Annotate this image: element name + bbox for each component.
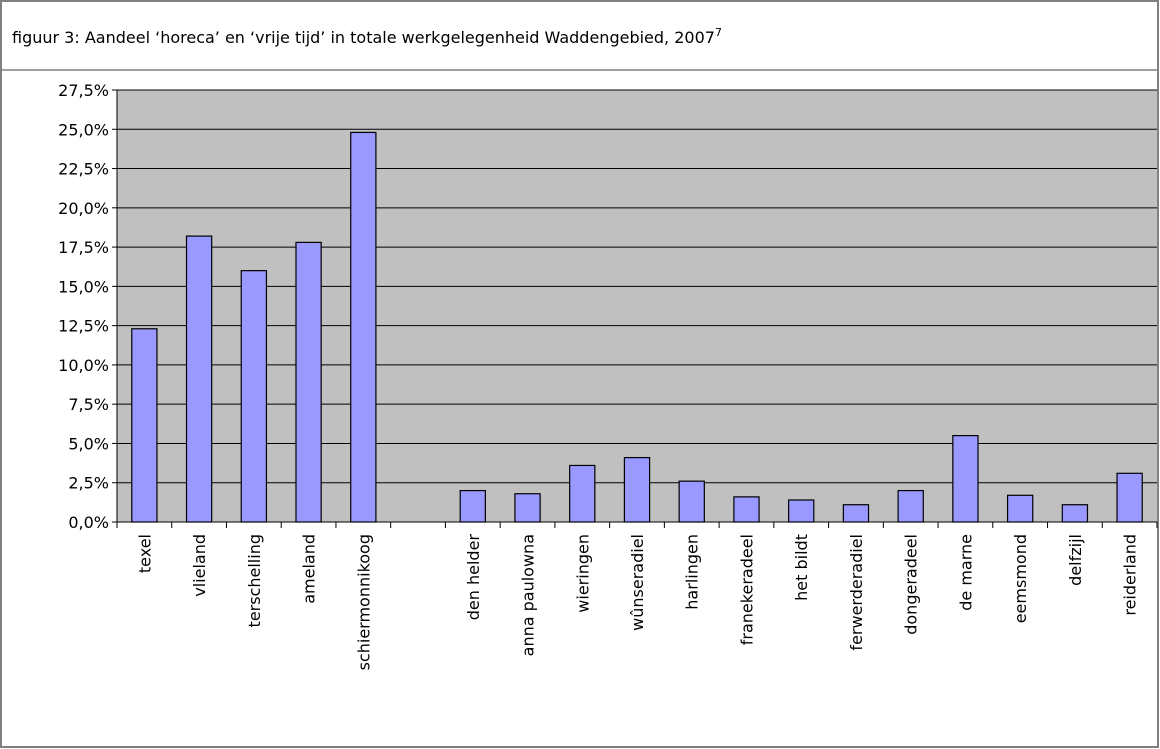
bar [623,456,651,523]
x-tick-label: reiderland [1121,534,1140,616]
bar [295,241,322,523]
x-tick-label: vlieland [190,534,209,597]
bar [240,270,268,523]
y-tick-label: 0,0% [68,513,109,532]
title-text: figuur 3: Aandeel ‘horeca’ en ‘vrije tij… [12,28,715,47]
y-tick-label: 20,0% [58,199,109,218]
y-tick-label: 2,5% [68,474,109,493]
bar [1061,504,1089,523]
x-tick-label: de marne [956,534,975,611]
x-tick-label: wûnseradiel [628,534,647,631]
y-tick-label: 15,0% [58,277,109,296]
x-tick-label: delfzijl [1066,534,1085,586]
bar [1006,494,1034,523]
x-tick-label: het bildt [792,534,811,601]
bar [131,328,158,523]
x-tick-label: franekeradeel [737,534,756,645]
y-tick-label: 5,0% [68,434,109,453]
chart-title: figuur 3: Aandeel ‘horeca’ en ‘vrije tij… [12,26,722,47]
x-tick-label: ameland [300,534,319,604]
y-tick-label: 25,0% [58,120,109,139]
bar [514,493,541,523]
bar [350,131,377,523]
bar [842,504,870,523]
y-tick-label: 7,5% [68,395,109,414]
x-tick-label: eemsmond [1011,534,1030,623]
x-tick-label: terschelling [245,534,264,627]
bar [678,480,705,523]
x-tick-label: harlingen [683,534,702,610]
x-tick-label: den helder [464,534,483,621]
bar [185,235,213,523]
x-tick-label: dongeradeel [902,534,921,635]
title-note: 7 [715,26,722,39]
bar [952,435,979,523]
bar [733,496,760,523]
y-tick-label: 17,5% [58,238,109,257]
bar [569,464,596,523]
x-tick-label: ferwerderadiel [847,534,866,651]
bar [1116,472,1143,523]
bar [459,489,486,523]
y-tick-label: 22,5% [58,160,109,179]
y-tick-label: 27,5% [58,81,109,100]
x-tick-label: anna paulowna [519,534,538,656]
bar [788,499,815,523]
y-tick-label: 12,5% [58,317,109,336]
x-tick-label: schiermonnikoog [354,534,373,670]
x-tick-label: texel [135,534,154,573]
y-tick-label: 10,0% [58,356,109,375]
bar [897,489,924,523]
x-tick-label: wieringen [573,534,592,613]
plot-area [117,90,1157,522]
